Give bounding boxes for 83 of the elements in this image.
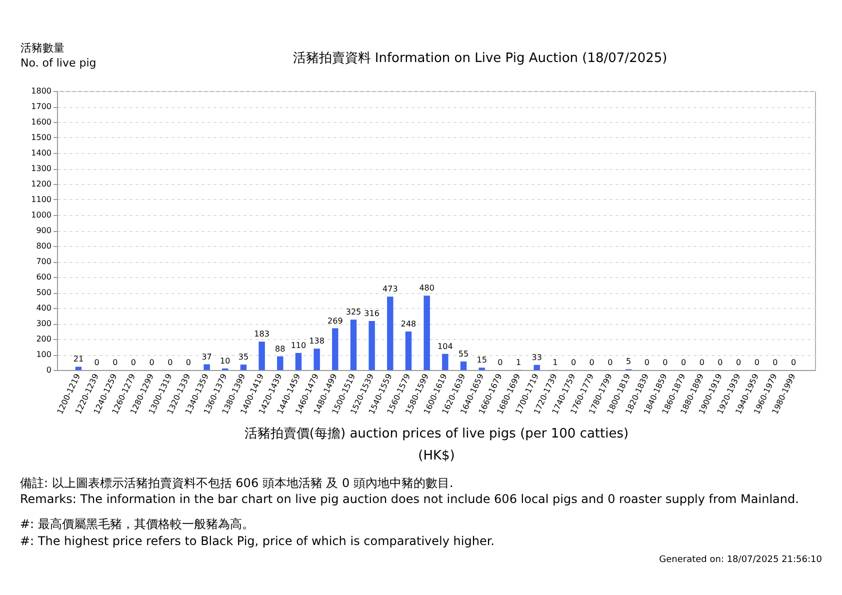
- bar: [314, 348, 320, 370]
- text: Generated on: 18/07/2025 21:56:10: [659, 555, 822, 565]
- bar: [387, 296, 394, 370]
- y-tick-label: 800: [36, 242, 52, 250]
- data-label: 0: [94, 358, 100, 367]
- data-label: 110: [290, 340, 306, 350]
- text: #: 最高價屬黑毛豬，其價格較一般豬為高。: [20, 517, 254, 531]
- data-label: 0: [644, 358, 650, 367]
- data-label: 0: [680, 358, 686, 367]
- x-axis-title: 活豬拍賣價(每擔) auction prices of live pigs (per 100 catties) (HK$): [244, 426, 629, 464]
- bar: [277, 356, 284, 370]
- y-tick-label: 1200: [31, 180, 52, 188]
- data-label: 0: [498, 358, 503, 367]
- y-tick-label: 1100: [31, 195, 52, 204]
- data-label: 88: [275, 344, 286, 354]
- data-label: 0: [736, 358, 742, 367]
- y-tick-label: 1600: [31, 118, 52, 126]
- data-label: 0: [791, 358, 796, 367]
- data-label: 0: [186, 358, 192, 367]
- data-label: 248: [400, 320, 416, 329]
- y-tick-label: 500: [36, 288, 52, 297]
- bar: [240, 364, 247, 370]
- data-label: 269: [328, 316, 343, 326]
- y-tick-label: 0: [46, 366, 52, 374]
- bar: [442, 354, 448, 370]
- data-label: 0: [608, 358, 613, 367]
- bar: [460, 361, 467, 370]
- y-tick-label: 1400: [31, 148, 52, 158]
- data-label: 0: [589, 358, 594, 367]
- y-tick-label: 1300: [31, 164, 52, 173]
- data-label: 316: [364, 309, 380, 318]
- y-tick-label: 1000: [31, 210, 52, 220]
- data-label: 473: [382, 284, 398, 294]
- data-label: 0: [699, 358, 704, 367]
- y-tick-label: 700: [36, 257, 52, 266]
- data-label: 0: [772, 358, 778, 367]
- y-tick-label: 400: [36, 304, 52, 312]
- y-axis-title: 活豬數量 No. of live pig: [20, 42, 96, 70]
- data-label: 10: [220, 356, 230, 366]
- data-label: 0: [130, 358, 136, 367]
- y-tick-label: 1800: [31, 86, 52, 96]
- data-label: 0: [754, 358, 760, 367]
- bar: [405, 332, 412, 370]
- data-label: 15: [476, 356, 487, 365]
- bar: [295, 352, 302, 370]
- data-label: 5: [626, 357, 632, 366]
- chart-title: 活豬拍賣資料 Information on Live Pig Auction (18/07/2025): [292, 51, 668, 66]
- data-label: 0: [718, 358, 723, 367]
- text: #: The highest price refers to Black Pig, price of which is comparatively higher.: [20, 534, 494, 548]
- text: 備註: 以上圖表標示活豬拍賣資料不包括 606 頭本地活豬 及 0 頭內地中豬的數目.: [20, 476, 454, 490]
- data-label: 325: [346, 308, 362, 317]
- bar: [368, 321, 375, 370]
- bar: [350, 320, 357, 370]
- y-tick-label: 200: [36, 334, 52, 344]
- bar: [424, 296, 430, 370]
- data-label: 104: [438, 342, 453, 351]
- data-label: 138: [309, 336, 324, 346]
- data-label: 35: [238, 352, 249, 362]
- y-tick-label: 900: [36, 226, 52, 235]
- data-label: 0: [112, 358, 118, 367]
- bar: [258, 342, 265, 370]
- data-label: 0: [570, 358, 576, 367]
- y-tick-label: 100: [36, 350, 52, 359]
- y-tick-label: 300: [36, 319, 52, 328]
- y-tick-label: 1700: [31, 102, 52, 111]
- bar: [534, 364, 540, 370]
- data-label: 0: [662, 358, 668, 367]
- y-tick-label: 1500: [31, 133, 52, 142]
- bar: [75, 366, 82, 370]
- data-label: 1: [516, 358, 522, 367]
- text: Remarks: The information in the bar chart on live pig auction does not include 606 local pigs and 0 roaster supply from Mainland.: [20, 492, 799, 506]
- data-label: 33: [532, 352, 542, 362]
- data-label: 55: [458, 349, 469, 358]
- data-label: 183: [254, 330, 270, 339]
- bar: [204, 364, 210, 370]
- data-label: 1: [552, 358, 558, 367]
- data-label: 0: [149, 358, 154, 367]
- data-label: 480: [419, 284, 434, 293]
- data-label: 37: [202, 352, 212, 362]
- y-tick-label: 600: [36, 272, 52, 282]
- bar: [332, 328, 338, 370]
- data-label: 0: [168, 358, 173, 367]
- data-label: 21: [73, 354, 84, 364]
